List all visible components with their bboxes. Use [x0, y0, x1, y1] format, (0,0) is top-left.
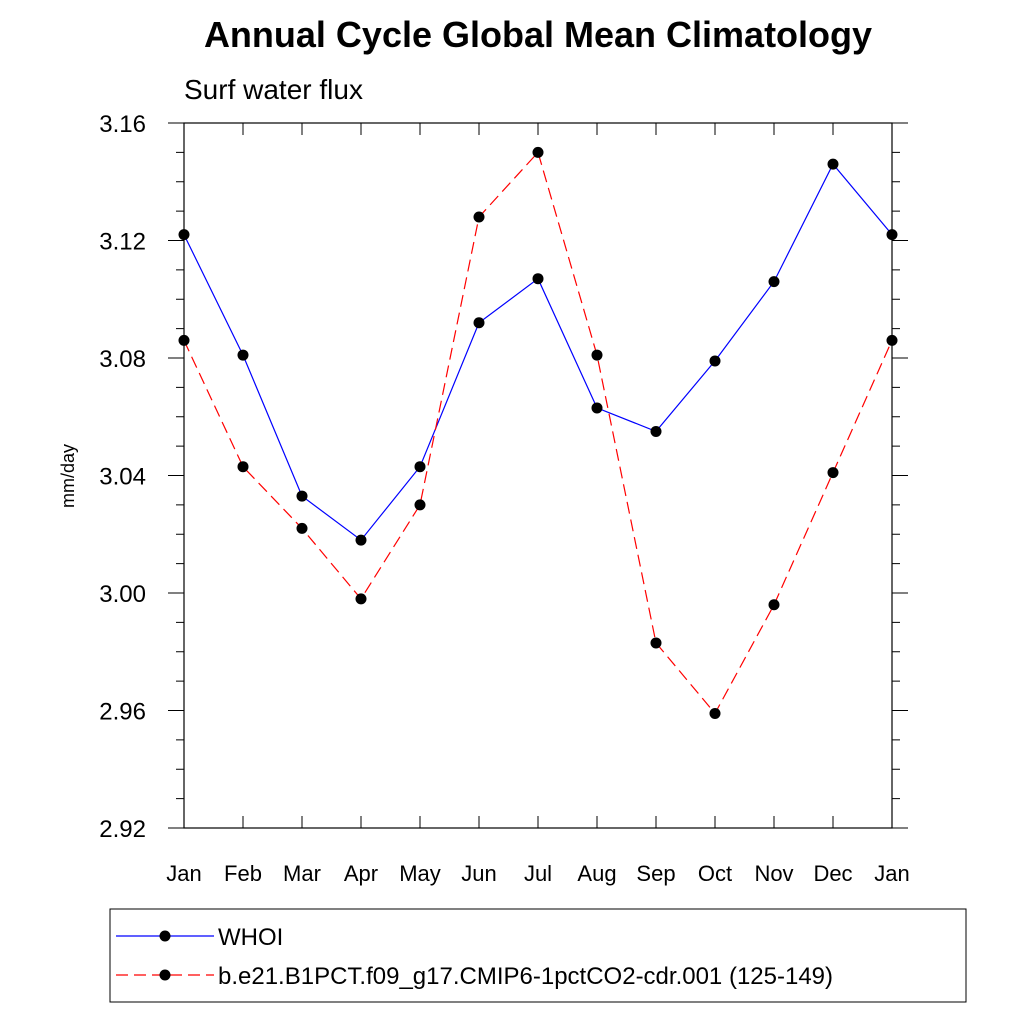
- x-tick-label: Nov: [754, 861, 793, 886]
- y-tick-label: 3.04: [99, 464, 146, 491]
- legend-box: [109, 908, 967, 1003]
- series-2-point: [768, 599, 780, 611]
- legend: WHOI b.e21.B1PCT.f09_g17.CMIP6-1pctCO2-cd…: [109, 908, 967, 1003]
- series-1-point: [709, 355, 721, 367]
- series-2-point: [355, 593, 367, 605]
- series-2-point: [650, 637, 662, 649]
- series-1-point: [650, 425, 662, 437]
- series-1-point: [768, 276, 780, 288]
- series-1-point: [237, 349, 249, 361]
- series-1-point: [414, 461, 426, 473]
- series-2-point: [591, 349, 603, 361]
- x-tick-label: Apr: [344, 861, 378, 886]
- legend-marker-2: [159, 969, 171, 981]
- series-line-1: [183, 163, 893, 541]
- x-tick-labels: Jan Feb Mar Apr May Jun Jul Aug Sep Oct Nov Dec Jan: [166, 861, 909, 886]
- x-tick-label: Aug: [577, 861, 616, 886]
- series-2-point: [709, 707, 721, 719]
- x-tick-label: May: [399, 861, 441, 886]
- y-tick-label: 2.92: [99, 816, 146, 843]
- series-layer: [178, 146, 898, 719]
- legend-label-1: WHOI: [218, 924, 283, 951]
- x-tick-label: Feb: [224, 861, 262, 886]
- legend-label-2: b.e21.B1PCT.f09_g17.CMIP6-1pctCO2-cdr.00…: [218, 963, 833, 990]
- series-2-point: [532, 146, 544, 158]
- x-tick-label: Sep: [636, 861, 675, 886]
- series-2-point: [296, 522, 308, 534]
- y-tick-labels: 2.92 2.96 3.00 3.04 3.08 3.12 3.16: [99, 111, 146, 843]
- series-2-point: [237, 461, 249, 473]
- series-1-point: [827, 158, 839, 170]
- series-line-2: [183, 151, 893, 715]
- x-tick-label: Jan: [874, 861, 909, 886]
- y-tick-label: 3.00: [99, 581, 146, 608]
- x-tick-label: Oct: [698, 861, 732, 886]
- series-2-point: [473, 211, 485, 223]
- x-tick-label: Mar: [283, 861, 321, 886]
- y-tick-label: 3.16: [99, 111, 146, 138]
- x-tick-label: Dec: [813, 861, 852, 886]
- x-tick-label: Jul: [524, 861, 552, 886]
- series-2-point: [827, 467, 839, 479]
- x-tick-label: Jun: [461, 861, 496, 886]
- x-tick-label: Jan: [166, 861, 201, 886]
- legend-entries: WHOI b.e21.B1PCT.f09_g17.CMIP6-1pctCO2-cd…: [116, 924, 833, 990]
- y-tick-label: 2.96: [99, 699, 146, 726]
- series-1-point: [532, 273, 544, 285]
- series-1-point: [591, 402, 603, 414]
- plot-frame: [183, 122, 893, 829]
- series-2-point: [414, 499, 426, 511]
- series-1-point: [473, 317, 485, 329]
- series-1-point: [355, 534, 367, 546]
- chart-subtitle: Surf water flux: [184, 74, 363, 105]
- series-1-point: [296, 490, 308, 502]
- y-tick-label: 3.08: [99, 346, 146, 373]
- chart-title: Annual Cycle Global Mean Climatology: [204, 14, 872, 55]
- y-tick-label: 3.12: [99, 229, 146, 256]
- ticks-layer: [168, 122, 908, 829]
- y-axis-label: mm/day: [58, 444, 78, 508]
- legend-marker-1: [159, 930, 171, 942]
